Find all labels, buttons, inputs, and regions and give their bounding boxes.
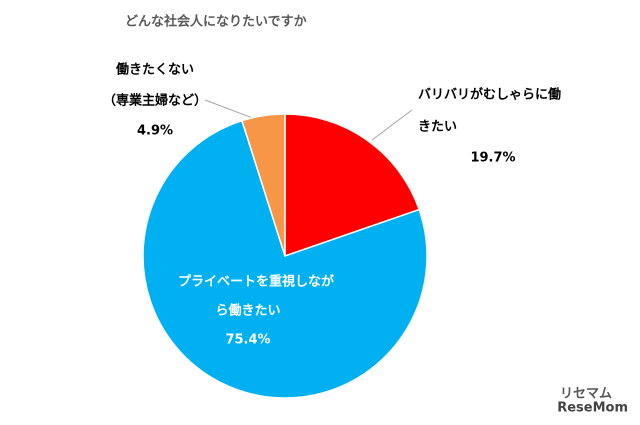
slice-label: （専業主婦など） xyxy=(103,93,207,109)
pie-slice xyxy=(241,113,286,257)
watermark: ReseMom xyxy=(557,401,628,416)
leader-line xyxy=(371,109,413,141)
pie-slice xyxy=(142,119,428,399)
slice-label: バリバリがむしゃらに働 xyxy=(418,87,561,103)
leader-line xyxy=(204,99,259,121)
value-label: 4.9% xyxy=(137,124,173,139)
slice-label: きたい xyxy=(418,120,457,135)
watermark-sub: リセマム xyxy=(560,387,612,402)
slice-label: ら働きたい xyxy=(215,303,280,319)
chart-title: どんな社会人になりたいですか xyxy=(125,14,307,30)
value-label: 19.7% xyxy=(470,151,515,166)
slice-label: プライベートを重視しなが xyxy=(178,274,334,290)
value-label: 75.4% xyxy=(225,333,270,348)
slice-label: 働きたくない xyxy=(115,62,194,78)
